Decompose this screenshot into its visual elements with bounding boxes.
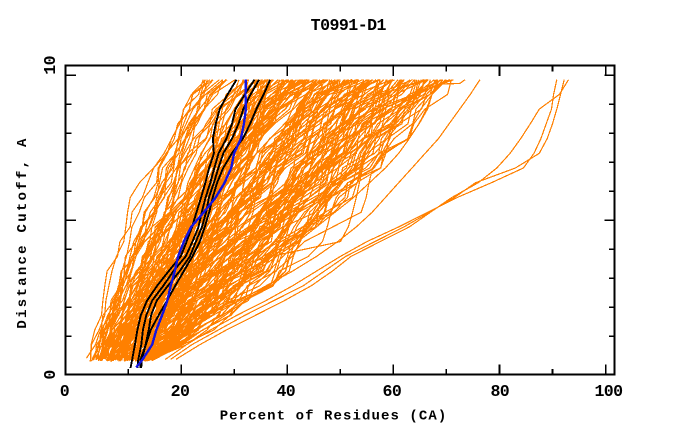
svg-text:60: 60 [383, 382, 402, 401]
svg-text:0: 0 [60, 382, 69, 401]
svg-text:0: 0 [41, 370, 60, 379]
svg-text:40: 40 [276, 382, 295, 401]
svg-text:20: 20 [171, 382, 190, 401]
svg-text:80: 80 [490, 382, 509, 401]
svg-text:Distance Cutoff, A: Distance Cutoff, A [15, 138, 31, 329]
svg-text:10: 10 [41, 56, 60, 75]
svg-text:T0991-D1: T0991-D1 [311, 16, 387, 35]
svg-text:100: 100 [594, 382, 622, 401]
svg-text:Percent of Residues (CA): Percent of Residues (CA) [220, 409, 447, 425]
